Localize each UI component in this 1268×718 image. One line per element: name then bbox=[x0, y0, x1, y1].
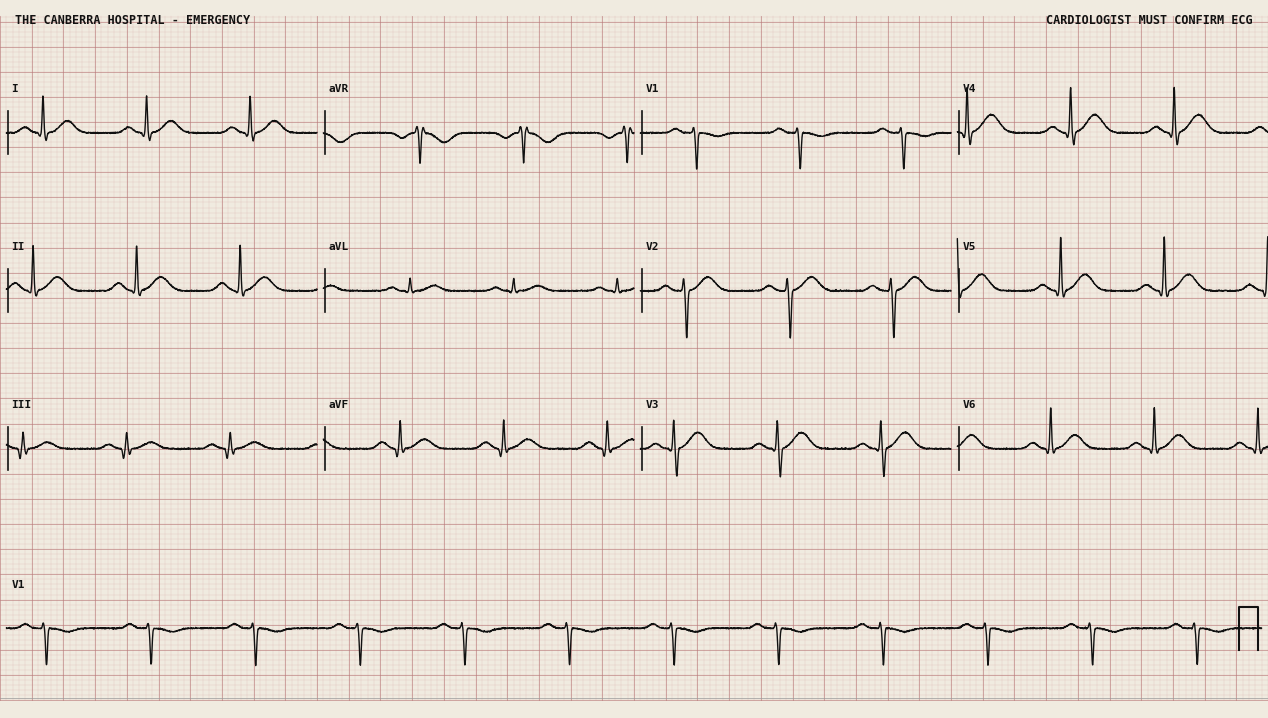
Text: III: III bbox=[11, 401, 32, 410]
Text: V3: V3 bbox=[645, 401, 659, 410]
Text: V1: V1 bbox=[645, 85, 659, 94]
Text: CARDIOLOGIST MUST CONFIRM ECG: CARDIOLOGIST MUST CONFIRM ECG bbox=[1046, 14, 1253, 27]
Text: V1: V1 bbox=[11, 580, 25, 589]
Text: aVR: aVR bbox=[328, 85, 349, 94]
Text: I: I bbox=[11, 85, 18, 94]
Text: V2: V2 bbox=[645, 243, 659, 252]
Text: THE CANBERRA HOSPITAL - EMERGENCY: THE CANBERRA HOSPITAL - EMERGENCY bbox=[15, 14, 250, 27]
Text: V6: V6 bbox=[962, 401, 976, 410]
Text: V4: V4 bbox=[962, 85, 976, 94]
Text: aVL: aVL bbox=[328, 243, 349, 252]
Text: aVF: aVF bbox=[328, 401, 349, 410]
Text: V5: V5 bbox=[962, 243, 976, 252]
Text: II: II bbox=[11, 243, 25, 252]
